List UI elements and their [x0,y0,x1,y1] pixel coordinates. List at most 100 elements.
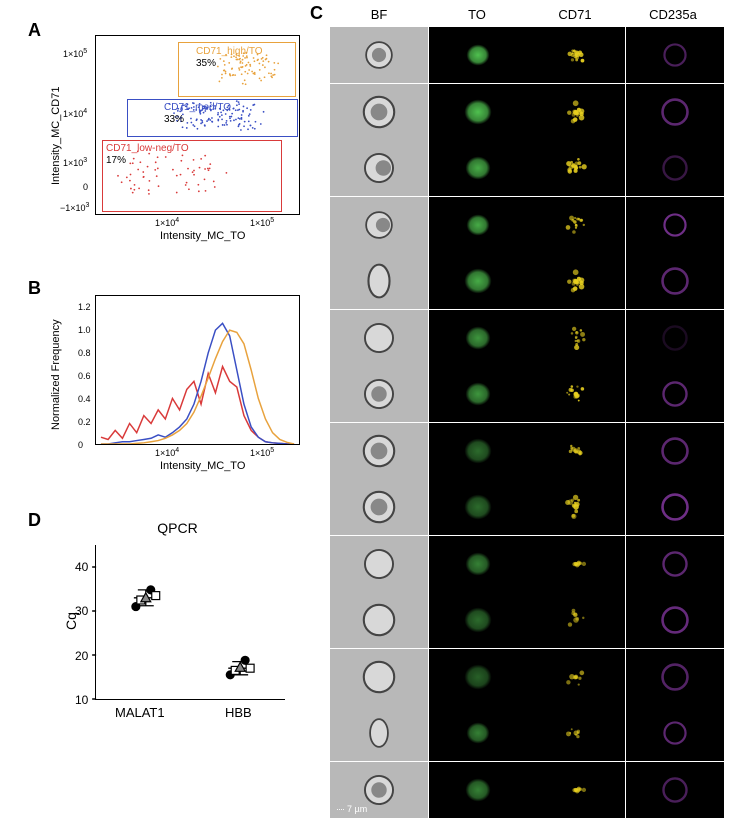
col-header-to: TO [428,7,526,22]
scatter-frame: CD71_high/TO 35% CD71_med/TO 33% CD71_lo… [95,35,300,215]
ifc-cell-cd71 [527,197,625,253]
ifc-cell-to [429,84,527,140]
hist-xlabel: Intensity_MC_TO [160,460,245,472]
ifc-cell-to [429,536,527,592]
ifc-cell-cd235a [626,479,724,535]
scatter-plot: CD71_high/TO 35% CD71_med/TO 33% CD71_lo… [50,30,305,245]
hist-ytick: 0 [78,440,83,450]
hist-ytick: 0.4 [78,394,91,404]
qpcr-cat-malat1: MALAT1 [115,705,165,720]
scatter-ylabel: Intensity_MC_CD71 [50,87,62,185]
ifc-cell-to [429,27,527,83]
ifc-cell-cd235a [626,705,724,761]
col-header-cd71: CD71 [526,7,624,22]
panel-label-c: C [310,3,323,24]
ifc-cell-bf [330,592,428,648]
histogram-plot: Normalized Frequency Intensity_MC_TO 1×1… [50,290,305,475]
ifc-cell-cd71 [527,479,625,535]
gate-label-med: CD71_med/TO 33% [164,102,231,126]
panel-label-b: B [28,278,41,299]
img-grid: ····7 µm [330,27,724,818]
gate-label-low: CD71_low-neg/TO 17% [106,143,189,167]
qpcr-cat-hbb: HBB [225,705,252,720]
qpcr-svg [96,545,285,699]
ifc-cell-bf: ····7 µm [330,762,428,818]
ytick: −1×103 [60,202,89,213]
col-header-bf: BF [330,7,428,22]
hist-svg [96,296,299,444]
ifc-cell-cd235a [626,366,724,422]
ifc-cell-bf [330,705,428,761]
xtick: 1×104 [155,447,179,458]
ifc-cell-bf [330,366,428,422]
ifc-cell-cd71 [527,705,625,761]
ifc-cell-cd235a [626,253,724,309]
ifc-cell-cd235a [626,310,724,366]
ytick: 1×105 [63,48,87,59]
scatter-xlabel: Intensity_MC_TO [160,230,245,242]
ifc-cell-cd71 [527,366,625,422]
ifc-cell-bf [330,536,428,592]
ifc-cell-bf [330,423,428,479]
ifc-cell-cd235a [626,423,724,479]
hist-frame [95,295,300,445]
ifc-cell-to [429,423,527,479]
ifc-cell-cd235a [626,197,724,253]
xtick: 1×105 [250,217,274,228]
ifc-cell-cd235a [626,536,724,592]
ytick: 1×104 [63,108,87,119]
ifc-cell-bf [330,479,428,535]
ifc-cell-bf [330,197,428,253]
qpcr-ytick: 30 [75,604,88,618]
scale-bar: ····7 µm [336,804,367,814]
ifc-cell-cd71 [527,423,625,479]
ifc-cell-to [429,366,527,422]
qpcr-ytick: 10 [75,693,88,707]
ytick: 0 [83,182,88,192]
ifc-cell-cd71 [527,762,625,818]
ifc-cell-cd71 [527,140,625,196]
ifc-cell-to [429,705,527,761]
ifc-cell-cd235a [626,649,724,705]
hist-ytick: 0.6 [78,371,91,381]
ifc-cell-to [429,649,527,705]
ifc-cell-cd71 [527,310,625,366]
ifc-cell-cd71 [527,27,625,83]
ifc-image-grid: BF TO CD71 CD235a ····7 µm [330,25,722,820]
qpcr-frame [95,545,285,700]
qpcr-plot: QPCR Cq 10203040 MALAT1 HBB [55,520,300,735]
ifc-cell-to [429,253,527,309]
ifc-cell-cd71 [527,84,625,140]
hist-ytick: 0.8 [78,348,91,358]
ifc-cell-bf [330,140,428,196]
hist-ylabel: Normalized Frequency [50,319,62,430]
ifc-cell-to [429,310,527,366]
ifc-cell-to [429,197,527,253]
hist-ytick: 0.2 [78,417,91,427]
ifc-cell-bf [330,27,428,83]
ifc-cell-cd235a [626,592,724,648]
ifc-cell-to [429,592,527,648]
qpcr-ytick: 40 [75,560,88,574]
ifc-cell-cd235a [626,84,724,140]
ifc-cell-cd71 [527,649,625,705]
ifc-cell-to [429,479,527,535]
ifc-cell-cd235a [626,762,724,818]
figure-container: A B C D CD71_high/TO 35% CD71_med/TO 33%… [0,0,737,833]
qpcr-title: QPCR [157,520,197,536]
qpcr-ytick: 20 [75,649,88,663]
col-header-cd235a: CD235a [624,7,722,22]
hist-ytick: 1.2 [78,302,91,312]
ifc-cell-cd235a [626,140,724,196]
ifc-cell-bf [330,649,428,705]
ytick: 1×103 [63,157,87,168]
ifc-cell-cd71 [527,592,625,648]
ifc-cell-bf [330,84,428,140]
hist-ytick: 1.0 [78,325,91,335]
panel-label-a: A [28,20,41,41]
ifc-cell-bf [330,253,428,309]
gate-label-high: CD71_high/TO 35% [196,46,263,70]
xtick: 1×104 [155,217,179,228]
ifc-cell-to [429,762,527,818]
ifc-cell-cd235a [626,27,724,83]
